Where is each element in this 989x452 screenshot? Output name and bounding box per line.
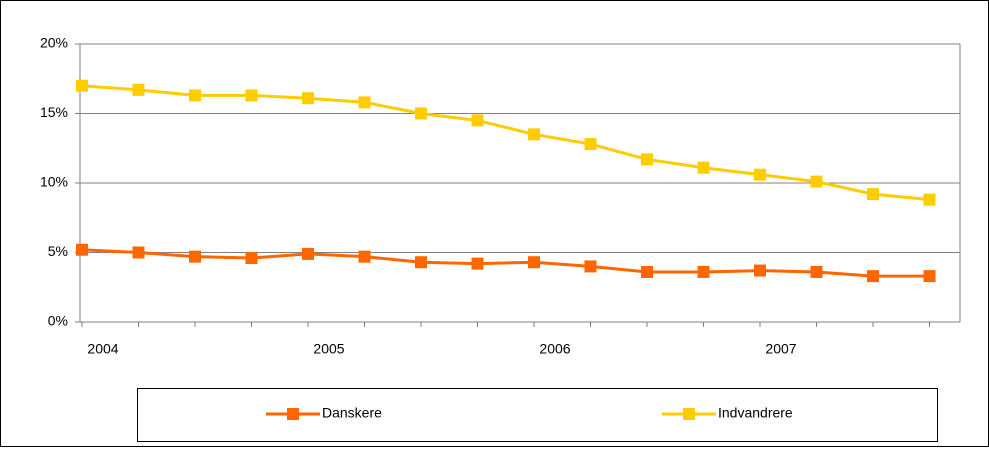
x-tick-label: 2006 [539, 341, 570, 357]
point-marker [641, 153, 653, 166]
point-marker [189, 89, 201, 102]
point-marker [867, 188, 879, 201]
y-tick-label: 15% [40, 104, 68, 120]
legend-label: Indvandrere [718, 405, 793, 421]
point-marker [697, 161, 710, 174]
point-marker [132, 246, 145, 259]
point-marker [189, 250, 201, 263]
point-marker [358, 96, 371, 109]
point-marker [697, 265, 710, 278]
point-marker [471, 257, 484, 270]
point-marker [810, 265, 823, 278]
legend-box [137, 388, 938, 442]
point-marker [867, 270, 879, 283]
y-tick-label: 10% [40, 174, 68, 190]
point-marker [245, 89, 258, 102]
point-marker [76, 243, 88, 256]
point-marker [302, 247, 314, 260]
point-marker [754, 264, 766, 277]
point-marker [810, 175, 823, 188]
point-marker [415, 256, 427, 269]
series-line [81, 248, 930, 278]
y-tick-label: 5% [48, 243, 68, 259]
legend-label: Danskere [322, 405, 382, 421]
point-marker [641, 265, 653, 278]
legend-marker [683, 408, 695, 420]
point-marker [302, 92, 314, 105]
point-marker [923, 193, 936, 206]
point-marker [584, 260, 597, 273]
point-marker [358, 250, 371, 263]
point-marker [76, 79, 88, 92]
point-marker [754, 168, 766, 181]
point-marker [528, 256, 540, 269]
point-marker [471, 114, 484, 127]
y-tick-label: 20% [40, 35, 68, 51]
point-marker [245, 252, 258, 265]
x-tick-label: 2005 [313, 341, 344, 357]
legend-marker [287, 408, 299, 420]
series-line [81, 84, 930, 202]
x-tick-label: 2004 [87, 341, 118, 357]
point-marker [923, 270, 936, 283]
x-tick-label: 2007 [765, 341, 796, 357]
y-tick-label: 0% [48, 313, 68, 329]
point-marker [132, 83, 145, 96]
point-marker [528, 128, 540, 141]
point-marker [415, 107, 427, 120]
point-marker [584, 138, 597, 151]
